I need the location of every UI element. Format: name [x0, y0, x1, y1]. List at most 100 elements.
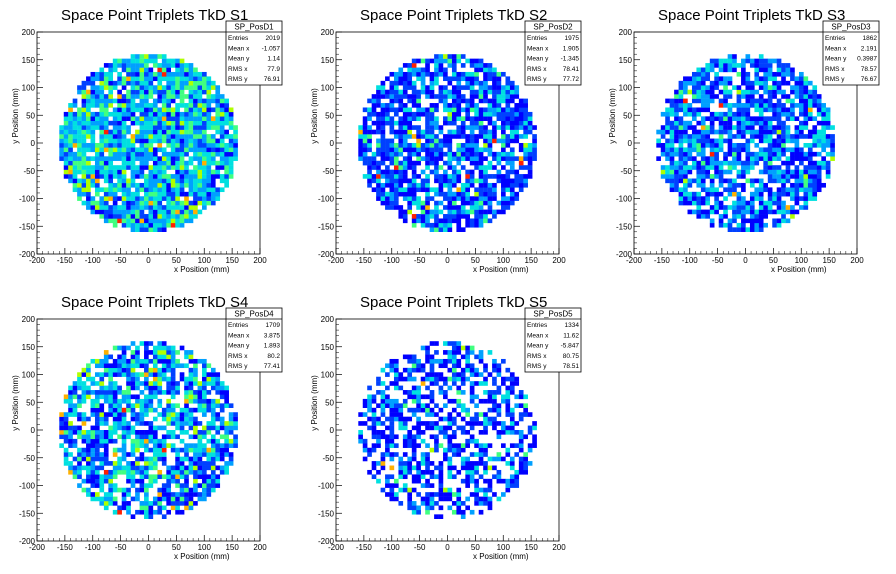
- histogram-bin: [215, 438, 221, 444]
- histogram-bin: [59, 416, 64, 422]
- histogram-bin: [460, 151, 466, 157]
- histogram-bin: [790, 187, 795, 193]
- histogram-bin: [389, 138, 395, 144]
- histogram-bin: [380, 456, 386, 462]
- histogram-bin: [86, 178, 91, 184]
- histogram-bin: [210, 196, 216, 201]
- histogram-bin: [456, 412, 462, 417]
- histogram-bin: [402, 125, 408, 130]
- histogram-bin: [527, 174, 533, 179]
- histogram-bin: [451, 407, 457, 413]
- histogram-bin: [714, 111, 719, 117]
- histogram-bin: [170, 165, 176, 170]
- histogram-bin: [402, 469, 408, 475]
- histogram-bin: [438, 151, 444, 157]
- x-tick-label: 150: [225, 543, 239, 552]
- histogram-bin: [175, 425, 180, 431]
- histogram-bin: [727, 129, 733, 135]
- histogram-bin: [678, 174, 684, 179]
- histogram-bin: [202, 89, 207, 95]
- histogram-bin: [121, 120, 127, 126]
- histogram-bin: [425, 218, 430, 224]
- histogram-bin: [148, 430, 154, 435]
- histogram-bin: [77, 474, 82, 480]
- histogram-bin: [215, 143, 221, 148]
- stats-box-title: SP_PosD2: [533, 23, 573, 32]
- histogram-bin: [758, 80, 764, 86]
- histogram-bin: [184, 178, 189, 184]
- histogram-bin: [86, 200, 91, 206]
- histogram-bin: [812, 143, 818, 148]
- histogram-bin: [362, 174, 368, 179]
- histogram-bin: [144, 483, 149, 488]
- histogram-bin: [99, 407, 105, 413]
- histogram-bin: [763, 151, 768, 157]
- histogram-bin: [108, 169, 114, 175]
- histogram-bin: [103, 394, 109, 400]
- histogram-bin: [210, 98, 216, 104]
- histogram-bin: [402, 461, 408, 466]
- histogram-bin: [197, 358, 203, 364]
- histogram-bin: [465, 103, 470, 108]
- histogram-bin: [175, 147, 180, 153]
- histogram-bin: [144, 125, 149, 130]
- histogram-bin: [501, 143, 506, 148]
- histogram-bin: [402, 63, 408, 68]
- histogram-bin: [678, 200, 684, 206]
- stats-value: 0.3987: [857, 56, 877, 63]
- histogram-bin: [469, 178, 475, 184]
- histogram-bin: [179, 116, 185, 121]
- histogram-bin: [709, 138, 715, 144]
- histogram-bin: [170, 111, 176, 117]
- histogram-bin: [179, 412, 185, 417]
- histogram-bin: [103, 443, 109, 448]
- histogram-bin: [367, 147, 372, 153]
- histogram-bin: [117, 465, 122, 471]
- histogram-bin: [170, 71, 176, 77]
- histogram-bin: [727, 67, 733, 73]
- histogram-bin: [402, 89, 408, 95]
- histogram-bin: [527, 147, 533, 153]
- histogram-bin: [103, 209, 109, 215]
- histogram-bin: [376, 187, 381, 193]
- histogram-bin: [745, 205, 751, 210]
- histogram-bin: [103, 147, 109, 153]
- stats-box-title: SP_PosD4: [234, 310, 274, 319]
- histogram-bin: [371, 416, 377, 422]
- histogram-bin: [736, 147, 742, 153]
- histogram-bin: [393, 483, 399, 488]
- histogram-bin: [709, 125, 715, 130]
- histogram-bin: [103, 200, 109, 206]
- histogram-bin: [674, 89, 679, 95]
- histogram-bin: [700, 120, 706, 126]
- histogram-bin: [416, 116, 421, 121]
- histogram-bin: [420, 394, 426, 400]
- histogram-bin: [99, 196, 105, 201]
- histogram-bin: [103, 452, 109, 457]
- histogram-bin: [709, 85, 715, 90]
- histogram-bin: [732, 54, 737, 59]
- histogram-bin: [103, 416, 109, 422]
- histogram-bin: [202, 483, 207, 488]
- histogram-bin: [451, 398, 457, 404]
- histogram-bin: [99, 116, 105, 121]
- chart-title: Space Point Triplets TkD S4: [61, 294, 248, 311]
- histogram-bin: [385, 178, 390, 184]
- histogram-bin: [81, 147, 87, 153]
- histogram-bin: [72, 178, 78, 184]
- histogram-bin: [206, 483, 212, 488]
- histogram-bin: [709, 165, 715, 170]
- histogram-bin: [90, 390, 96, 395]
- histogram-bin: [669, 143, 675, 148]
- histogram-bin: [117, 76, 122, 82]
- histogram-bin: [434, 165, 439, 170]
- histogram-bin: [509, 94, 515, 99]
- histogram-bin: [126, 501, 131, 506]
- histogram-bin: [665, 107, 670, 113]
- histogram-bin: [144, 358, 149, 364]
- histogram-bin: [505, 76, 511, 82]
- histogram-bin: [411, 71, 417, 77]
- histogram-bin: [103, 412, 109, 417]
- histogram-bin: [407, 200, 413, 206]
- histogram-bin: [465, 125, 470, 130]
